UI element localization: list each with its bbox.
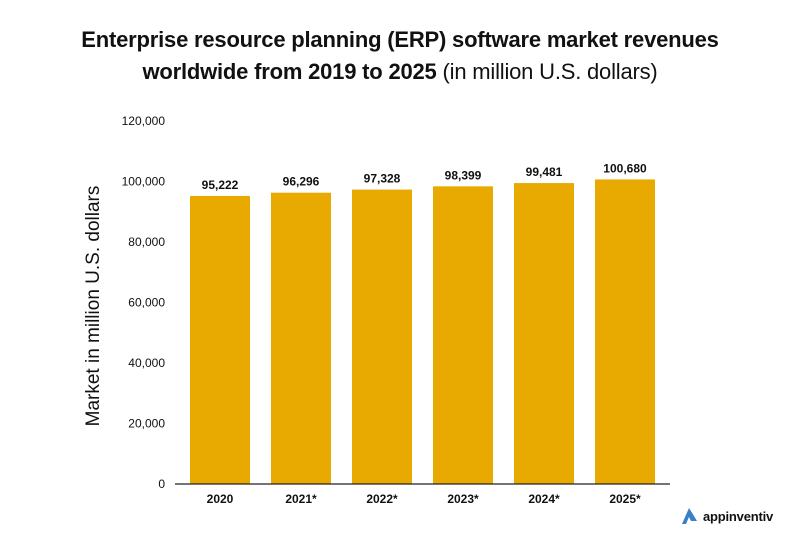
chart-title: Enterprise resource planning (ERP) softw… (0, 24, 800, 88)
y-tick-label: 100,000 (122, 175, 166, 189)
y-tick-label: 120,000 (122, 114, 166, 128)
bar (190, 195, 250, 485)
x-tick-label: 2022* (366, 492, 398, 506)
bar (433, 186, 493, 484)
y-axis-label: Market in million U.S. dollars (83, 186, 104, 427)
data-label: 98,399 (445, 168, 482, 182)
y-tick-label: 40,000 (128, 356, 165, 370)
data-label: 100,680 (603, 161, 647, 175)
brand-name: appinventiv (703, 508, 774, 524)
y-tick-label: 80,000 (128, 235, 165, 249)
bars: 95,222 96,296 97,328 98,399 99,481 100,680 (190, 161, 655, 485)
bar (271, 192, 331, 485)
y-tick-label: 0 (158, 477, 165, 491)
appinventiv-logo-icon (682, 508, 697, 524)
x-axis-ticks: 2020 2021* 2022* 2023* 2024* 2025* (207, 492, 641, 506)
chart-title-unit: (in million U.S. dollars) (436, 59, 658, 84)
x-tick-label: 2024* (528, 492, 560, 506)
x-tick-label: 2023* (447, 492, 479, 506)
data-label: 97,328 (364, 172, 401, 186)
bar (595, 179, 655, 484)
data-label: 96,296 (283, 175, 320, 189)
chart-title-bold: worldwide from 2019 to 2025 (142, 59, 437, 84)
chart-title-line1: Enterprise resource planning (ERP) softw… (81, 27, 719, 52)
x-tick-label: 2025* (609, 492, 641, 506)
y-axis-ticks: 0 20,000 40,000 60,000 80,000 100,000 120,000 (122, 114, 166, 491)
data-label: 99,481 (526, 165, 563, 179)
x-tick-label: 2021* (285, 492, 317, 506)
y-tick-label: 60,000 (128, 296, 165, 310)
bar (514, 183, 574, 484)
x-tick-label: 2020 (207, 492, 234, 506)
chart-title-line2: worldwide from 2019 to 2025 (in million … (0, 56, 800, 88)
data-label: 95,222 (202, 178, 239, 192)
bar (352, 189, 412, 484)
brand-logo: appinventiv (680, 506, 773, 526)
y-tick-label: 20,000 (128, 417, 165, 431)
